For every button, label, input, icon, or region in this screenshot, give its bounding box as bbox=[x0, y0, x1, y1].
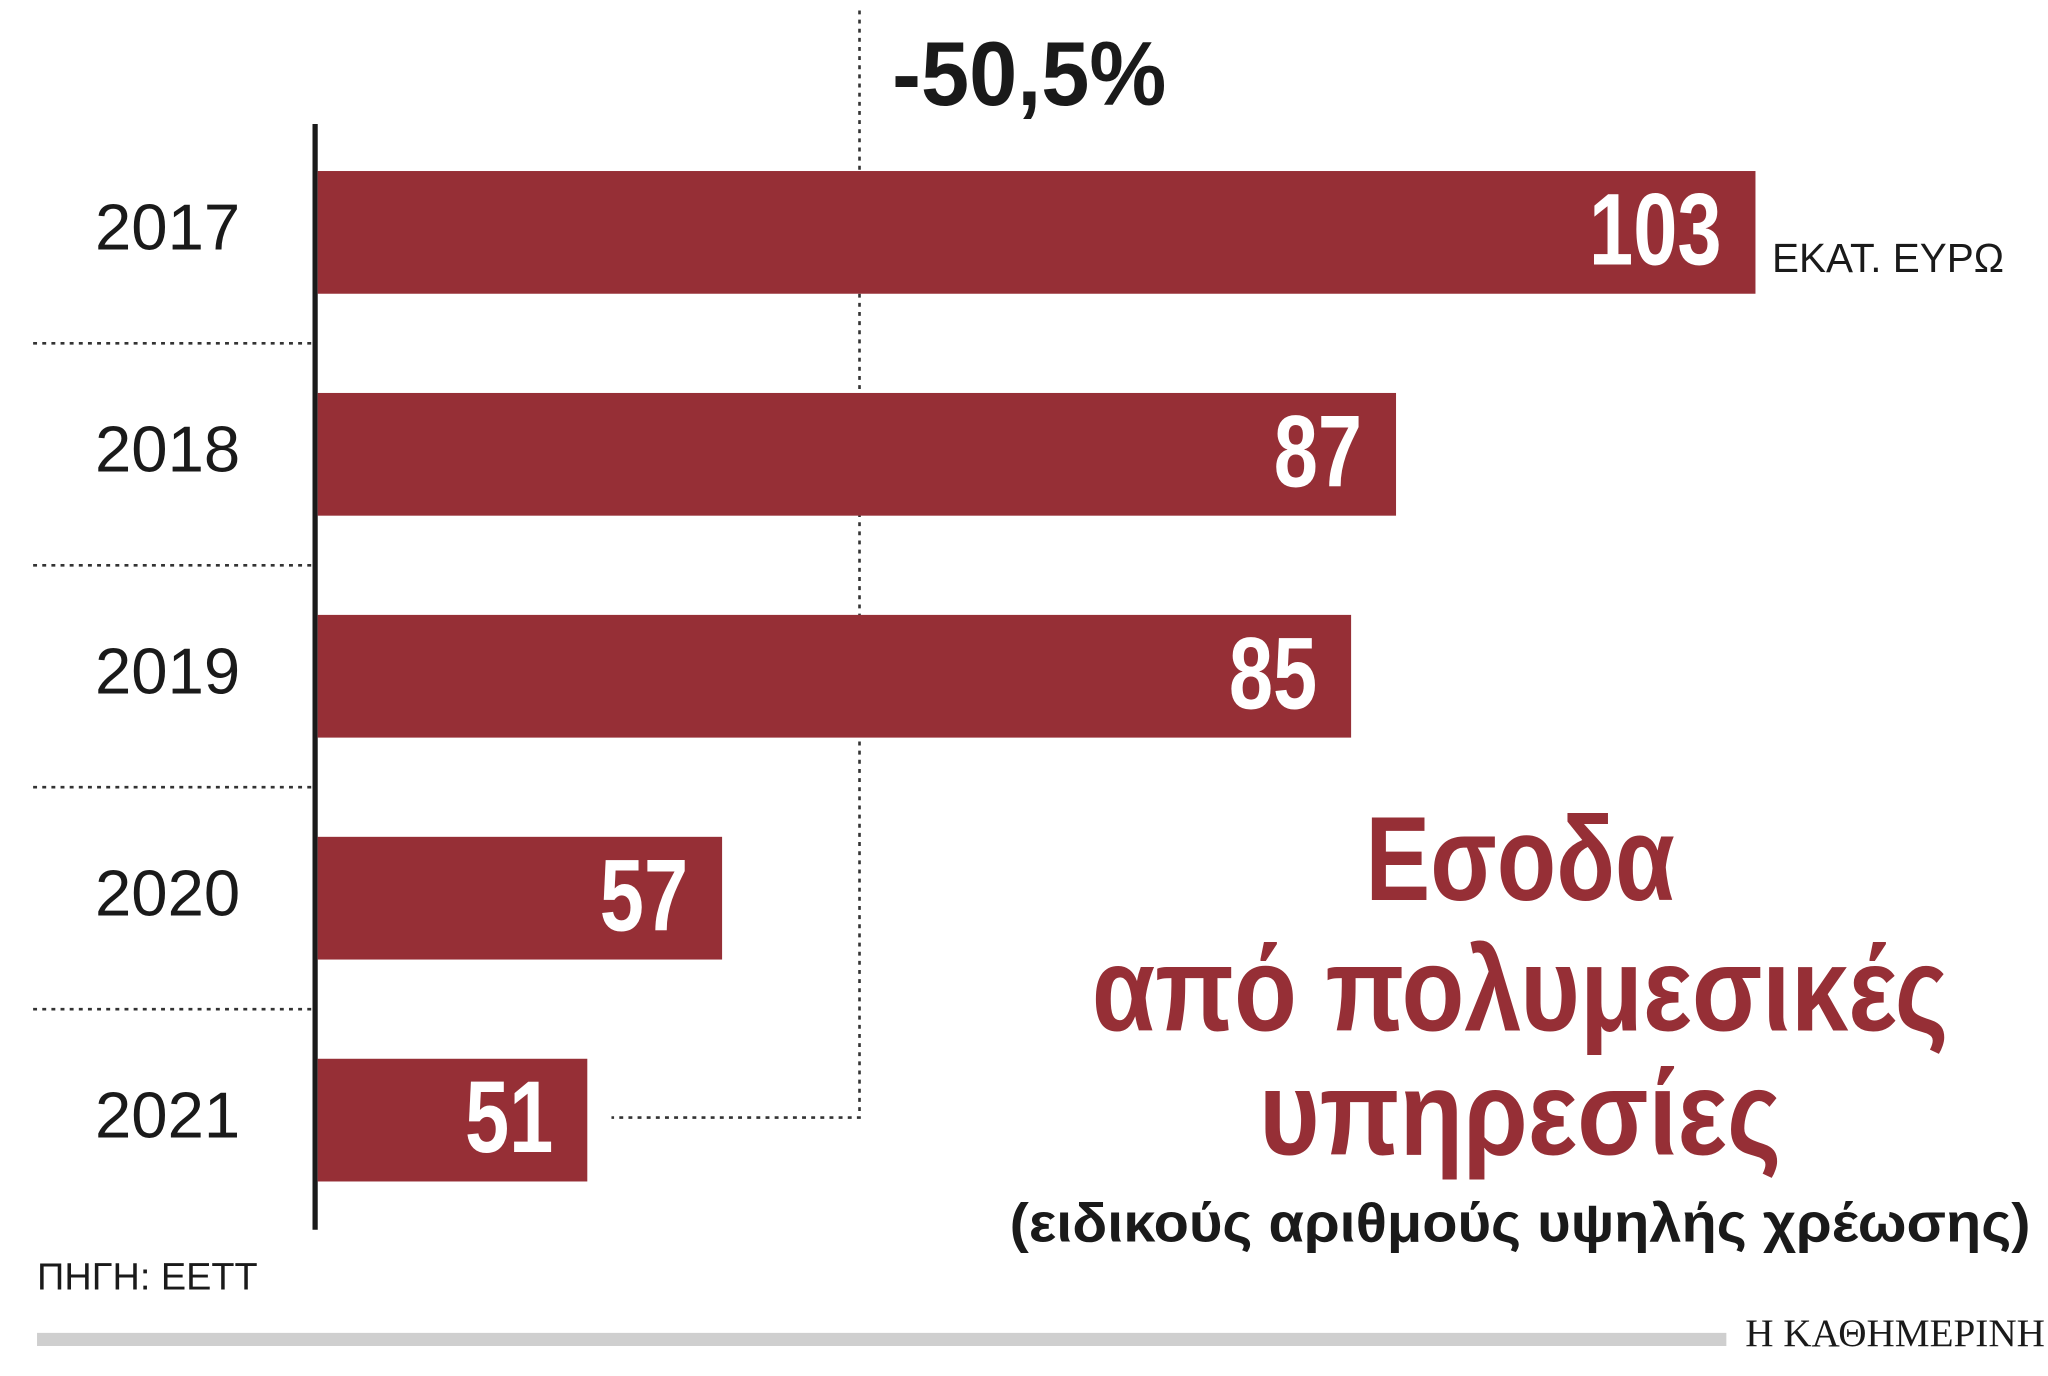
y-tick-label: 2021 bbox=[95, 1078, 240, 1151]
bar bbox=[317, 171, 1756, 294]
subtitle: (ειδικούς αριθμούς υψηλής χρέωσης) bbox=[1010, 1192, 2031, 1254]
bar bbox=[317, 836, 723, 960]
bar bbox=[317, 614, 1352, 738]
value-label: 87 bbox=[1274, 395, 1362, 509]
unit-label: ΕΚΑΤ. ΕΥΡΩ bbox=[1772, 235, 2004, 281]
chart-title: υπηρεσίες bbox=[1259, 1046, 1781, 1180]
y-tick-label: 2019 bbox=[95, 634, 240, 707]
chart-title: από πολυμεσικές bbox=[1092, 922, 1948, 1056]
publisher: Η ΚΑΘΗΜΕΡΙΝΗ bbox=[1745, 1312, 2045, 1355]
y-tick-label: 2017 bbox=[95, 191, 240, 264]
annotation: -50,5% bbox=[892, 23, 1166, 125]
value-label: 103 bbox=[1589, 173, 1721, 287]
value-label: 85 bbox=[1229, 617, 1317, 731]
value-label: 51 bbox=[465, 1061, 553, 1175]
bar bbox=[317, 392, 1397, 516]
chart-title: Εσοδα bbox=[1365, 792, 1674, 926]
bar bbox=[317, 1058, 588, 1182]
y-tick-label: 2018 bbox=[95, 413, 240, 486]
annotation-bracket bbox=[611, 10, 861, 1119]
y-tick-label: 2020 bbox=[95, 856, 240, 929]
source: ΠΗΓΗ: ΕΕΤΤ bbox=[37, 1256, 258, 1298]
value-label: 57 bbox=[600, 839, 688, 953]
